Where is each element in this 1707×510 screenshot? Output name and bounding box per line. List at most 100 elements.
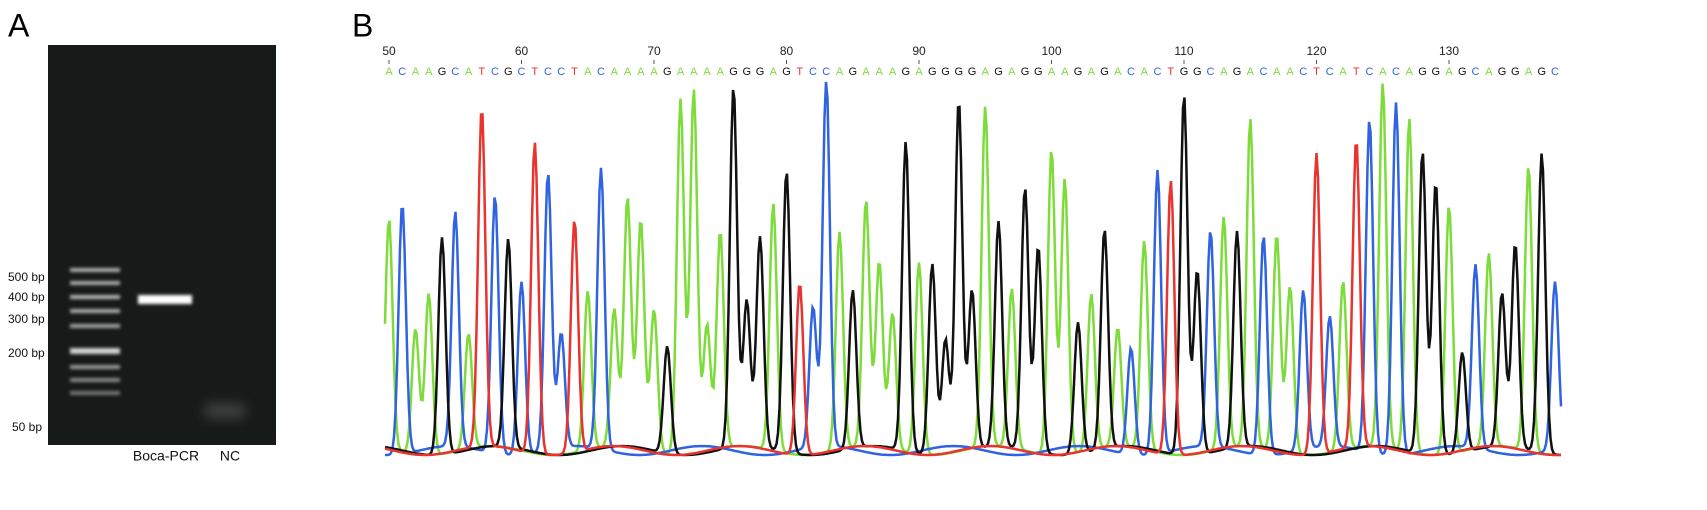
base-letter: T xyxy=(531,66,538,78)
base-letter: G xyxy=(1034,66,1043,78)
base-letter: A xyxy=(1088,66,1096,78)
base-letter: A xyxy=(876,66,884,78)
base-letter: G xyxy=(994,66,1003,78)
base-letter: A xyxy=(1247,66,1255,78)
base-letter: G xyxy=(1193,66,1202,78)
gel xyxy=(48,45,276,445)
base-letter: A xyxy=(1220,66,1228,78)
base-letter: C xyxy=(544,66,552,78)
base-letter: A xyxy=(1008,66,1016,78)
position-label: 60 xyxy=(515,44,529,58)
base-letter: G xyxy=(968,66,977,78)
ladder-label: 400 bp xyxy=(8,290,45,304)
base-letter: G xyxy=(1431,66,1440,78)
base-letter: G xyxy=(954,66,963,78)
base-letter: A xyxy=(1339,66,1347,78)
base-letter: G xyxy=(782,66,791,78)
base-letter: C xyxy=(1472,66,1480,78)
base-letter: A xyxy=(637,66,645,78)
base-letter: A xyxy=(1406,66,1414,78)
base-letter: A xyxy=(1286,66,1294,78)
base-letter: C xyxy=(398,66,406,78)
ladder-label: 50 bp xyxy=(12,420,42,434)
position-label: 80 xyxy=(780,44,794,58)
base-letter: A xyxy=(982,66,990,78)
lane-label: Boca-PCR xyxy=(133,448,199,464)
position-label: 100 xyxy=(1041,44,1061,58)
trace xyxy=(384,113,1561,457)
panel-label: A xyxy=(8,7,30,43)
base-letter: A xyxy=(650,66,658,78)
base-letter: A xyxy=(1061,66,1069,78)
base-letter: G xyxy=(1498,66,1507,78)
base-letter: G xyxy=(742,66,751,78)
base-letter: G xyxy=(1100,66,1109,78)
trace xyxy=(383,83,1561,457)
base-letter: C xyxy=(518,66,526,78)
base-letter: A xyxy=(611,66,619,78)
base-letter: C xyxy=(1366,66,1374,78)
position-label: 90 xyxy=(912,44,926,58)
base-letter: G xyxy=(438,66,447,78)
base-letter: C xyxy=(809,66,817,78)
base-letter: G xyxy=(1458,66,1467,78)
base-letter: C xyxy=(451,66,459,78)
base-letter: C xyxy=(1207,66,1215,78)
base-letter: T xyxy=(796,66,803,78)
base-letter: A xyxy=(677,66,685,78)
base-letter: G xyxy=(1074,66,1083,78)
base-letter: T xyxy=(1313,66,1320,78)
base-letter: C xyxy=(1154,66,1162,78)
base-letter: G xyxy=(1537,66,1546,78)
base-letter: A xyxy=(385,66,393,78)
base-letter: G xyxy=(928,66,937,78)
ladder-label: 500 bp xyxy=(8,270,45,284)
base-letter: G xyxy=(1233,66,1242,78)
nc-smear xyxy=(205,404,245,418)
base-letter: A xyxy=(915,66,923,78)
base-letter: A xyxy=(836,66,844,78)
base-letter: G xyxy=(1180,66,1189,78)
base-letter: G xyxy=(729,66,738,78)
base-letter: A xyxy=(624,66,632,78)
gel-background xyxy=(48,45,276,445)
lane-label: NC xyxy=(220,448,240,464)
base-letter: A xyxy=(1485,66,1493,78)
base-letter: A xyxy=(1048,66,1056,78)
base-letter: A xyxy=(1141,66,1149,78)
base-letter: A xyxy=(1445,66,1453,78)
base-letter: C xyxy=(491,66,499,78)
position-label: 130 xyxy=(1439,44,1459,58)
base-letter: C xyxy=(597,66,605,78)
base-letter: A xyxy=(584,66,592,78)
base-letter: C xyxy=(1127,66,1135,78)
base-letter: A xyxy=(889,66,897,78)
base-letter: A xyxy=(717,66,725,78)
base-letter: C xyxy=(1392,66,1400,78)
position-label: 110 xyxy=(1174,44,1193,58)
base-letter: G xyxy=(1418,66,1427,78)
base-letter: T xyxy=(478,66,485,78)
base-letter: G xyxy=(756,66,765,78)
base-letter: A xyxy=(703,66,711,78)
base-letter: G xyxy=(901,66,910,78)
position-label: 50 xyxy=(382,44,396,58)
base-letter: A xyxy=(1273,66,1281,78)
position-label: 70 xyxy=(647,44,661,58)
base-letter: A xyxy=(1114,66,1122,78)
base-letter: T xyxy=(1167,66,1174,78)
base-letter: G xyxy=(663,66,672,78)
position-label: 120 xyxy=(1306,44,1326,58)
trace xyxy=(384,89,1561,457)
base-letter: C xyxy=(822,66,830,78)
base-letter: G xyxy=(1021,66,1030,78)
ladder-label: 300 bp xyxy=(8,312,45,326)
base-letter: A xyxy=(1379,66,1387,78)
base-letter: C xyxy=(1326,66,1334,78)
ladder-bands xyxy=(70,268,120,395)
base-letter: G xyxy=(1511,66,1520,78)
base-letter: C xyxy=(557,66,565,78)
